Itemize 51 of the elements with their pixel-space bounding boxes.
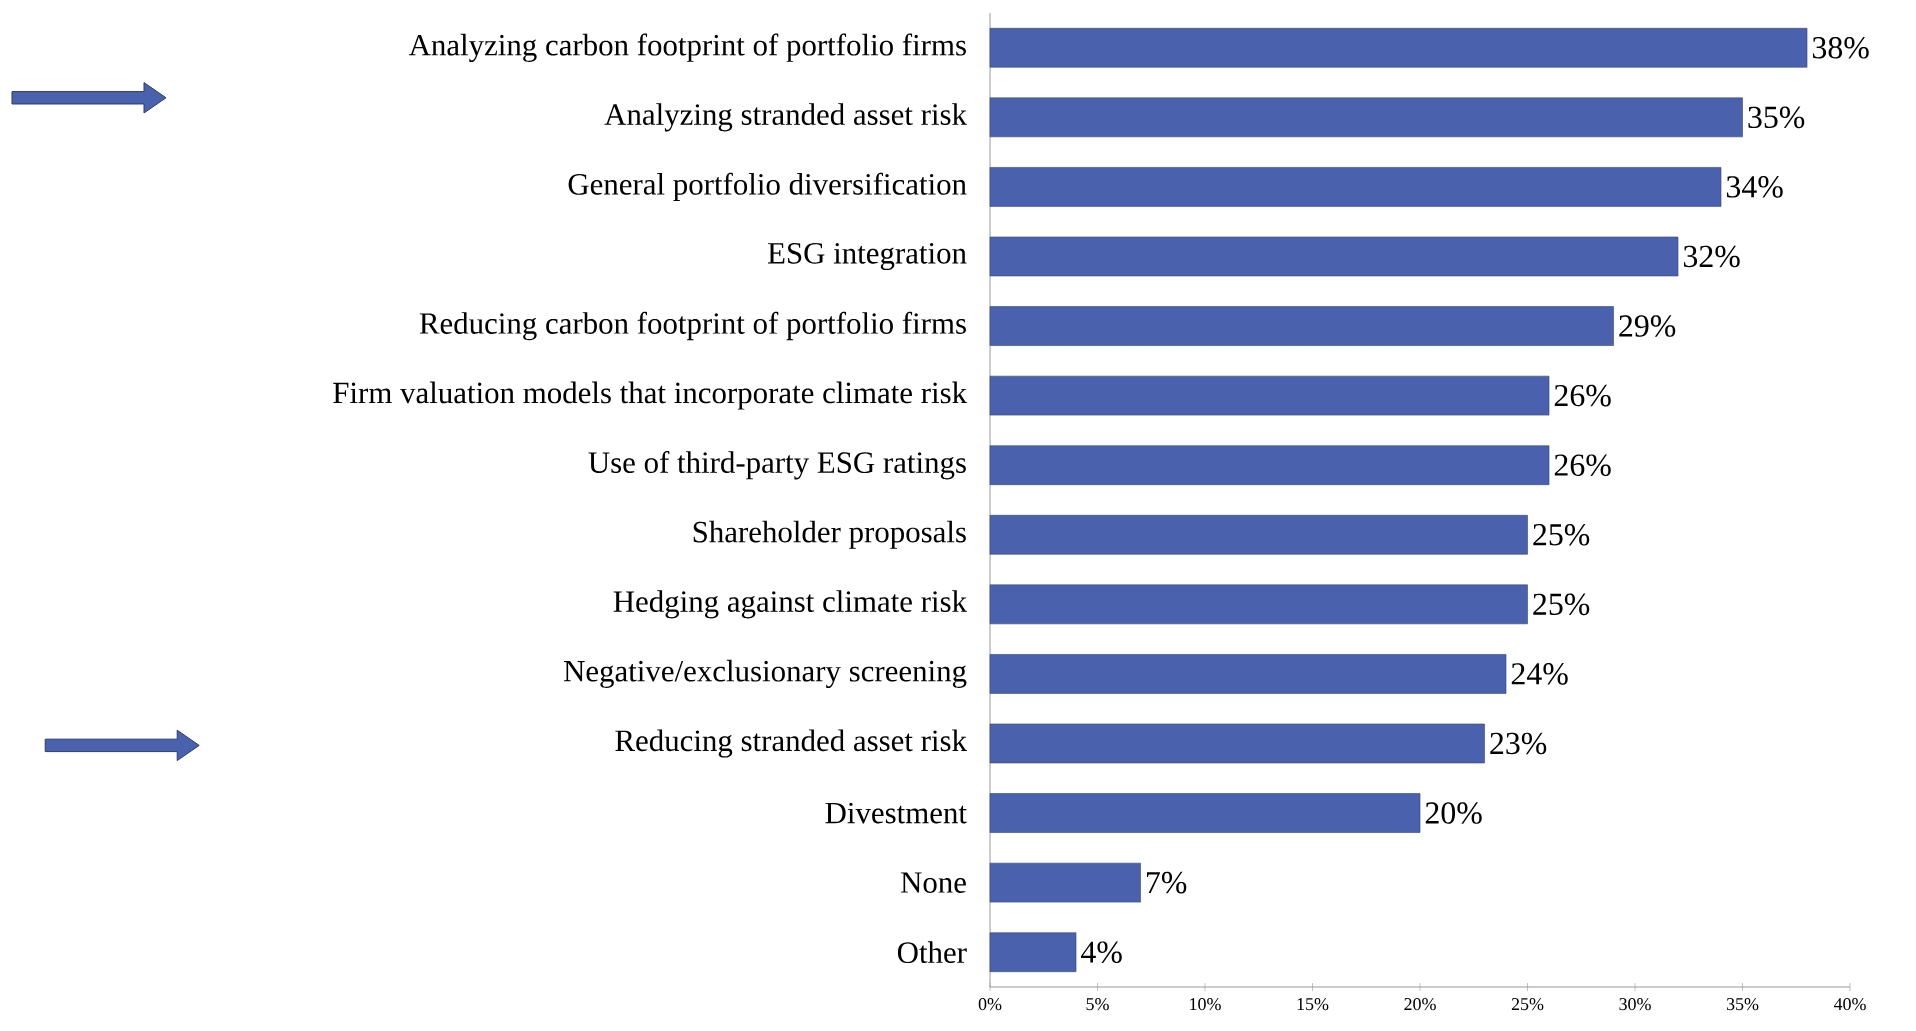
y-tick-label: Analyzing stranded asset risk <box>604 103 967 132</box>
y-tick-label: Reducing stranded asset risk <box>615 729 967 758</box>
data-label: 26% <box>1554 454 1611 476</box>
data-label: 24% <box>1511 663 1568 685</box>
y-tick-label: Firm valuation models that incorporate climate risk <box>333 381 968 410</box>
bar <box>989 862 1141 903</box>
x-tick-label: 20% <box>1404 998 1436 1011</box>
y-tick-label: Reducing carbon footprint of portfolio firms <box>419 311 966 341</box>
y-tick-label: General portfolio diversification <box>568 172 967 202</box>
y-tick-label: Other <box>897 941 967 964</box>
bar <box>989 27 1808 68</box>
x-tick-label: 0% <box>978 998 1002 1011</box>
bar <box>989 723 1485 764</box>
x-tick-label: 35% <box>1726 998 1759 1011</box>
x-tick-label: 40% <box>1833 998 1866 1011</box>
bar <box>989 97 1743 138</box>
y-tick-label: Divestment <box>825 802 967 824</box>
bar <box>989 445 1550 485</box>
bar <box>989 515 1528 555</box>
x-tick-label: 5% <box>1086 998 1109 1011</box>
bar <box>989 932 1077 972</box>
data-label: 25% <box>1533 523 1590 546</box>
y-tick-label: Shareholder proposals <box>693 520 966 549</box>
x-tick-label: 30% <box>1619 998 1651 1011</box>
x-tick-label: 15% <box>1297 998 1329 1011</box>
y-tick-label: None <box>900 872 966 893</box>
data-label: 35% <box>1748 106 1805 129</box>
bar <box>989 306 1614 346</box>
data-label: 38% <box>1812 36 1869 59</box>
data-label: 29% <box>1619 315 1676 337</box>
y-tick-label: Negative/exclusionary screening <box>563 659 967 688</box>
bar <box>989 236 1679 277</box>
bar <box>989 654 1507 694</box>
data-label: 34% <box>1726 176 1783 198</box>
x-tick-label: 25% <box>1511 998 1544 1011</box>
y-tick-label: Use of third-party ESG ratings <box>588 450 966 480</box>
x-tick-label: 10% <box>1190 998 1221 1011</box>
bar <box>989 375 1550 416</box>
data-label: 7% <box>1146 871 1187 894</box>
data-label: 20% <box>1425 802 1482 824</box>
data-label: 26% <box>1554 384 1611 407</box>
data-label: 25% <box>1533 593 1590 616</box>
bar <box>989 793 1421 833</box>
data-label: 23% <box>1490 732 1547 755</box>
data-label: 32% <box>1683 245 1740 268</box>
bar <box>989 167 1722 207</box>
y-tick-label: ESG integration <box>767 242 967 271</box>
y-tick-label: Hedging against climate risk <box>613 590 968 619</box>
bar <box>989 584 1528 625</box>
data-label: 4% <box>1081 941 1122 964</box>
y-tick-label: Analyzing carbon footprint of portfolio firms <box>408 33 966 62</box>
